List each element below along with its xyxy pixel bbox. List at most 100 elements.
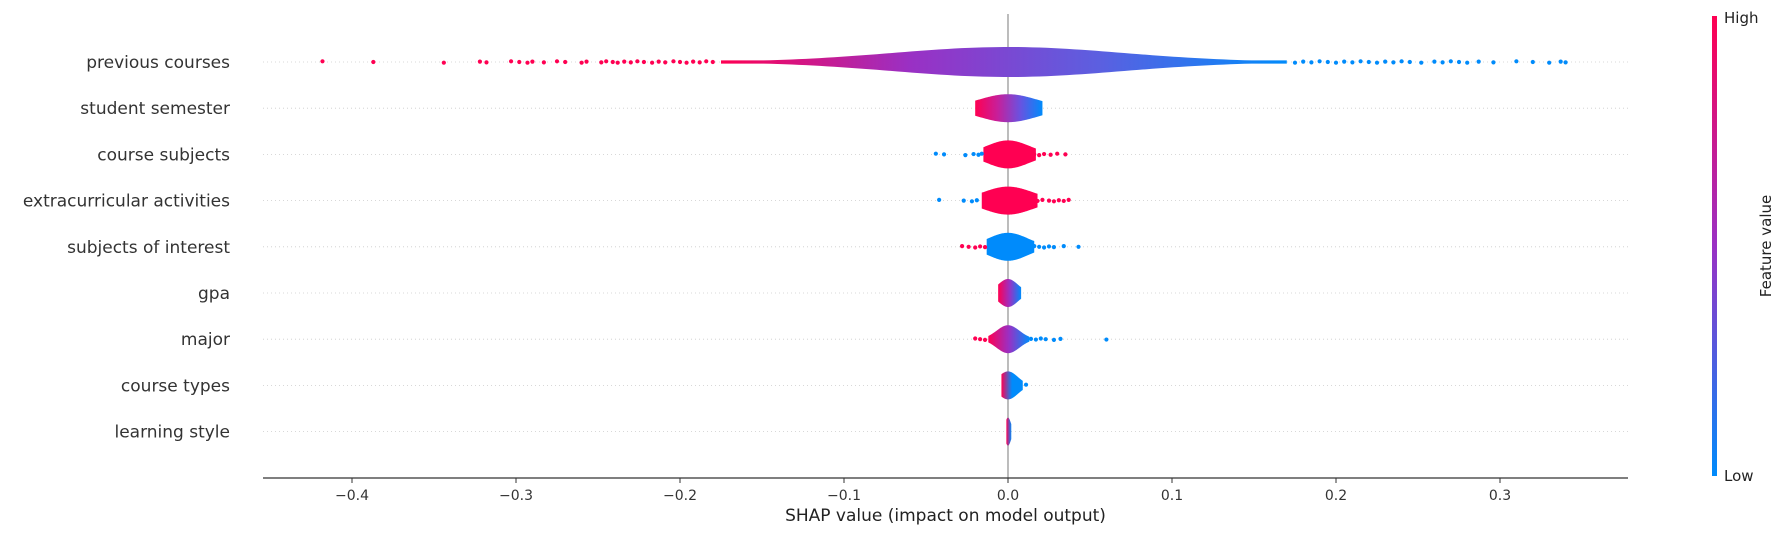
dot-previous-courses	[1333, 60, 1339, 65]
feature-label-subjects-of-interest: subjects of interest	[67, 238, 230, 258]
violin-course-subjects	[983, 140, 1036, 169]
dot-previous-courses	[1491, 60, 1496, 65]
dot-previous-courses	[599, 60, 604, 65]
dot-major	[1051, 337, 1057, 342]
violin-student-semester	[975, 94, 1043, 123]
violin-course-types	[1001, 371, 1023, 400]
colorbar: High Low Feature value	[1712, 9, 1775, 485]
dot-extracurricular-activities	[1056, 198, 1061, 203]
dot-course-subjects	[1037, 153, 1042, 158]
x-axis-title: SHAP value (impact on model output)	[785, 506, 1106, 526]
dot-extracurricular-activities	[937, 197, 942, 202]
dot-subjects-of-interest	[1061, 244, 1066, 249]
dot-course-subjects	[976, 152, 981, 157]
dot-course-subjects	[941, 152, 947, 157]
colorbar-high-label: High	[1724, 9, 1758, 27]
dot-major	[1038, 336, 1043, 341]
x-tick-label: 0.1	[1161, 488, 1183, 504]
dot-previous-courses	[663, 60, 668, 65]
dot-previous-courses	[641, 59, 647, 65]
dot-course-subjects	[971, 151, 976, 157]
violin-major	[988, 325, 1030, 354]
dot-subjects-of-interest	[966, 244, 971, 249]
dot-previous-courses	[628, 60, 633, 65]
dot-previous-courses	[1342, 59, 1347, 64]
dot-subjects-of-interest	[1076, 244, 1081, 249]
dot-previous-courses	[1514, 59, 1519, 64]
dot-previous-courses	[622, 59, 627, 64]
colorbar-low-label: Low	[1724, 467, 1754, 485]
dot-major	[978, 337, 983, 342]
grid-lines	[263, 14, 1628, 478]
dot-previous-courses	[1358, 59, 1363, 64]
dot-previous-courses	[1440, 60, 1445, 65]
dot-previous-courses	[684, 60, 689, 65]
dot-major	[1058, 336, 1063, 341]
x-axis-ticks: −0.4 −0.3 −0.2 −0.1 0.0 0.1 0.2 0.3	[335, 478, 1511, 504]
dot-previous-courses	[710, 59, 715, 65]
outlier-dots	[320, 59, 1568, 387]
dot-previous-courses	[371, 59, 376, 65]
dot-previous-courses	[1547, 60, 1552, 65]
dot-previous-courses	[1325, 59, 1330, 65]
dot-course-subjects	[963, 153, 968, 158]
dot-previous-courses	[1350, 60, 1355, 65]
dot-previous-courses	[477, 59, 483, 64]
dot-course-subjects	[1048, 152, 1053, 157]
dot-previous-courses	[697, 60, 702, 65]
dot-major	[1033, 337, 1038, 342]
violin-gpa	[998, 279, 1022, 307]
feature-label-student-semester: student semester	[80, 99, 230, 119]
x-tick-label: −0.1	[827, 488, 861, 504]
colorbar-gradient	[1712, 16, 1717, 476]
dot-extracurricular-activities	[974, 198, 979, 203]
dot-previous-courses	[635, 59, 640, 64]
x-axis: −0.4 −0.3 −0.2 −0.1 0.0 0.1 0.2 0.3 SHAP value …	[263, 477, 1628, 526]
x-tick-label: 0.2	[1325, 488, 1347, 504]
dot-subjects-of-interest	[1046, 244, 1052, 249]
dot-previous-courses	[541, 60, 546, 65]
dot-subjects-of-interest	[982, 245, 988, 250]
feature-label-previous-courses: previous courses	[86, 53, 230, 73]
dot-previous-courses	[1465, 60, 1470, 65]
dot-previous-courses	[1292, 60, 1298, 65]
dot-previous-courses	[554, 59, 560, 64]
dot-previous-courses	[691, 59, 696, 64]
dot-extracurricular-activities	[1046, 198, 1052, 203]
dot-previous-courses	[656, 59, 661, 64]
violin-learning-style	[1006, 417, 1012, 446]
x-tick-label: −0.3	[499, 488, 533, 504]
dot-extracurricular-activities	[961, 198, 966, 203]
x-tick-label: 0.3	[1489, 488, 1511, 504]
dot-extracurricular-activities	[1061, 198, 1066, 204]
dot-previous-courses	[530, 59, 535, 64]
dot-previous-courses	[320, 59, 325, 64]
dot-major	[973, 336, 978, 341]
dot-previous-courses	[1432, 59, 1437, 64]
dot-course-subjects	[1032, 152, 1037, 157]
dot-previous-courses	[1419, 60, 1424, 65]
dot-previous-courses	[563, 59, 568, 65]
dot-course-types	[1023, 382, 1029, 387]
dot-previous-courses	[441, 60, 446, 65]
dot-previous-courses	[1391, 60, 1396, 65]
dot-previous-courses	[1383, 59, 1388, 64]
violin-plots	[721, 47, 1287, 446]
dot-previous-courses	[1407, 59, 1412, 65]
violin-subjects-of-interest	[986, 232, 1035, 261]
feature-label-gpa: gpa	[198, 284, 230, 304]
dot-course-subjects	[1063, 152, 1068, 157]
dot-previous-courses	[610, 59, 615, 65]
dot-subjects-of-interest	[973, 245, 978, 250]
dot-previous-courses	[1374, 60, 1380, 65]
dot-major	[982, 337, 988, 342]
dot-previous-courses	[604, 59, 609, 64]
dot-previous-courses	[1563, 60, 1568, 65]
dot-previous-courses	[1317, 59, 1322, 64]
violin-previous-courses	[721, 47, 1287, 77]
dot-previous-courses	[484, 60, 489, 65]
dot-major	[1043, 337, 1048, 342]
x-tick-label: −0.2	[663, 488, 697, 504]
dot-previous-courses	[1309, 60, 1314, 65]
